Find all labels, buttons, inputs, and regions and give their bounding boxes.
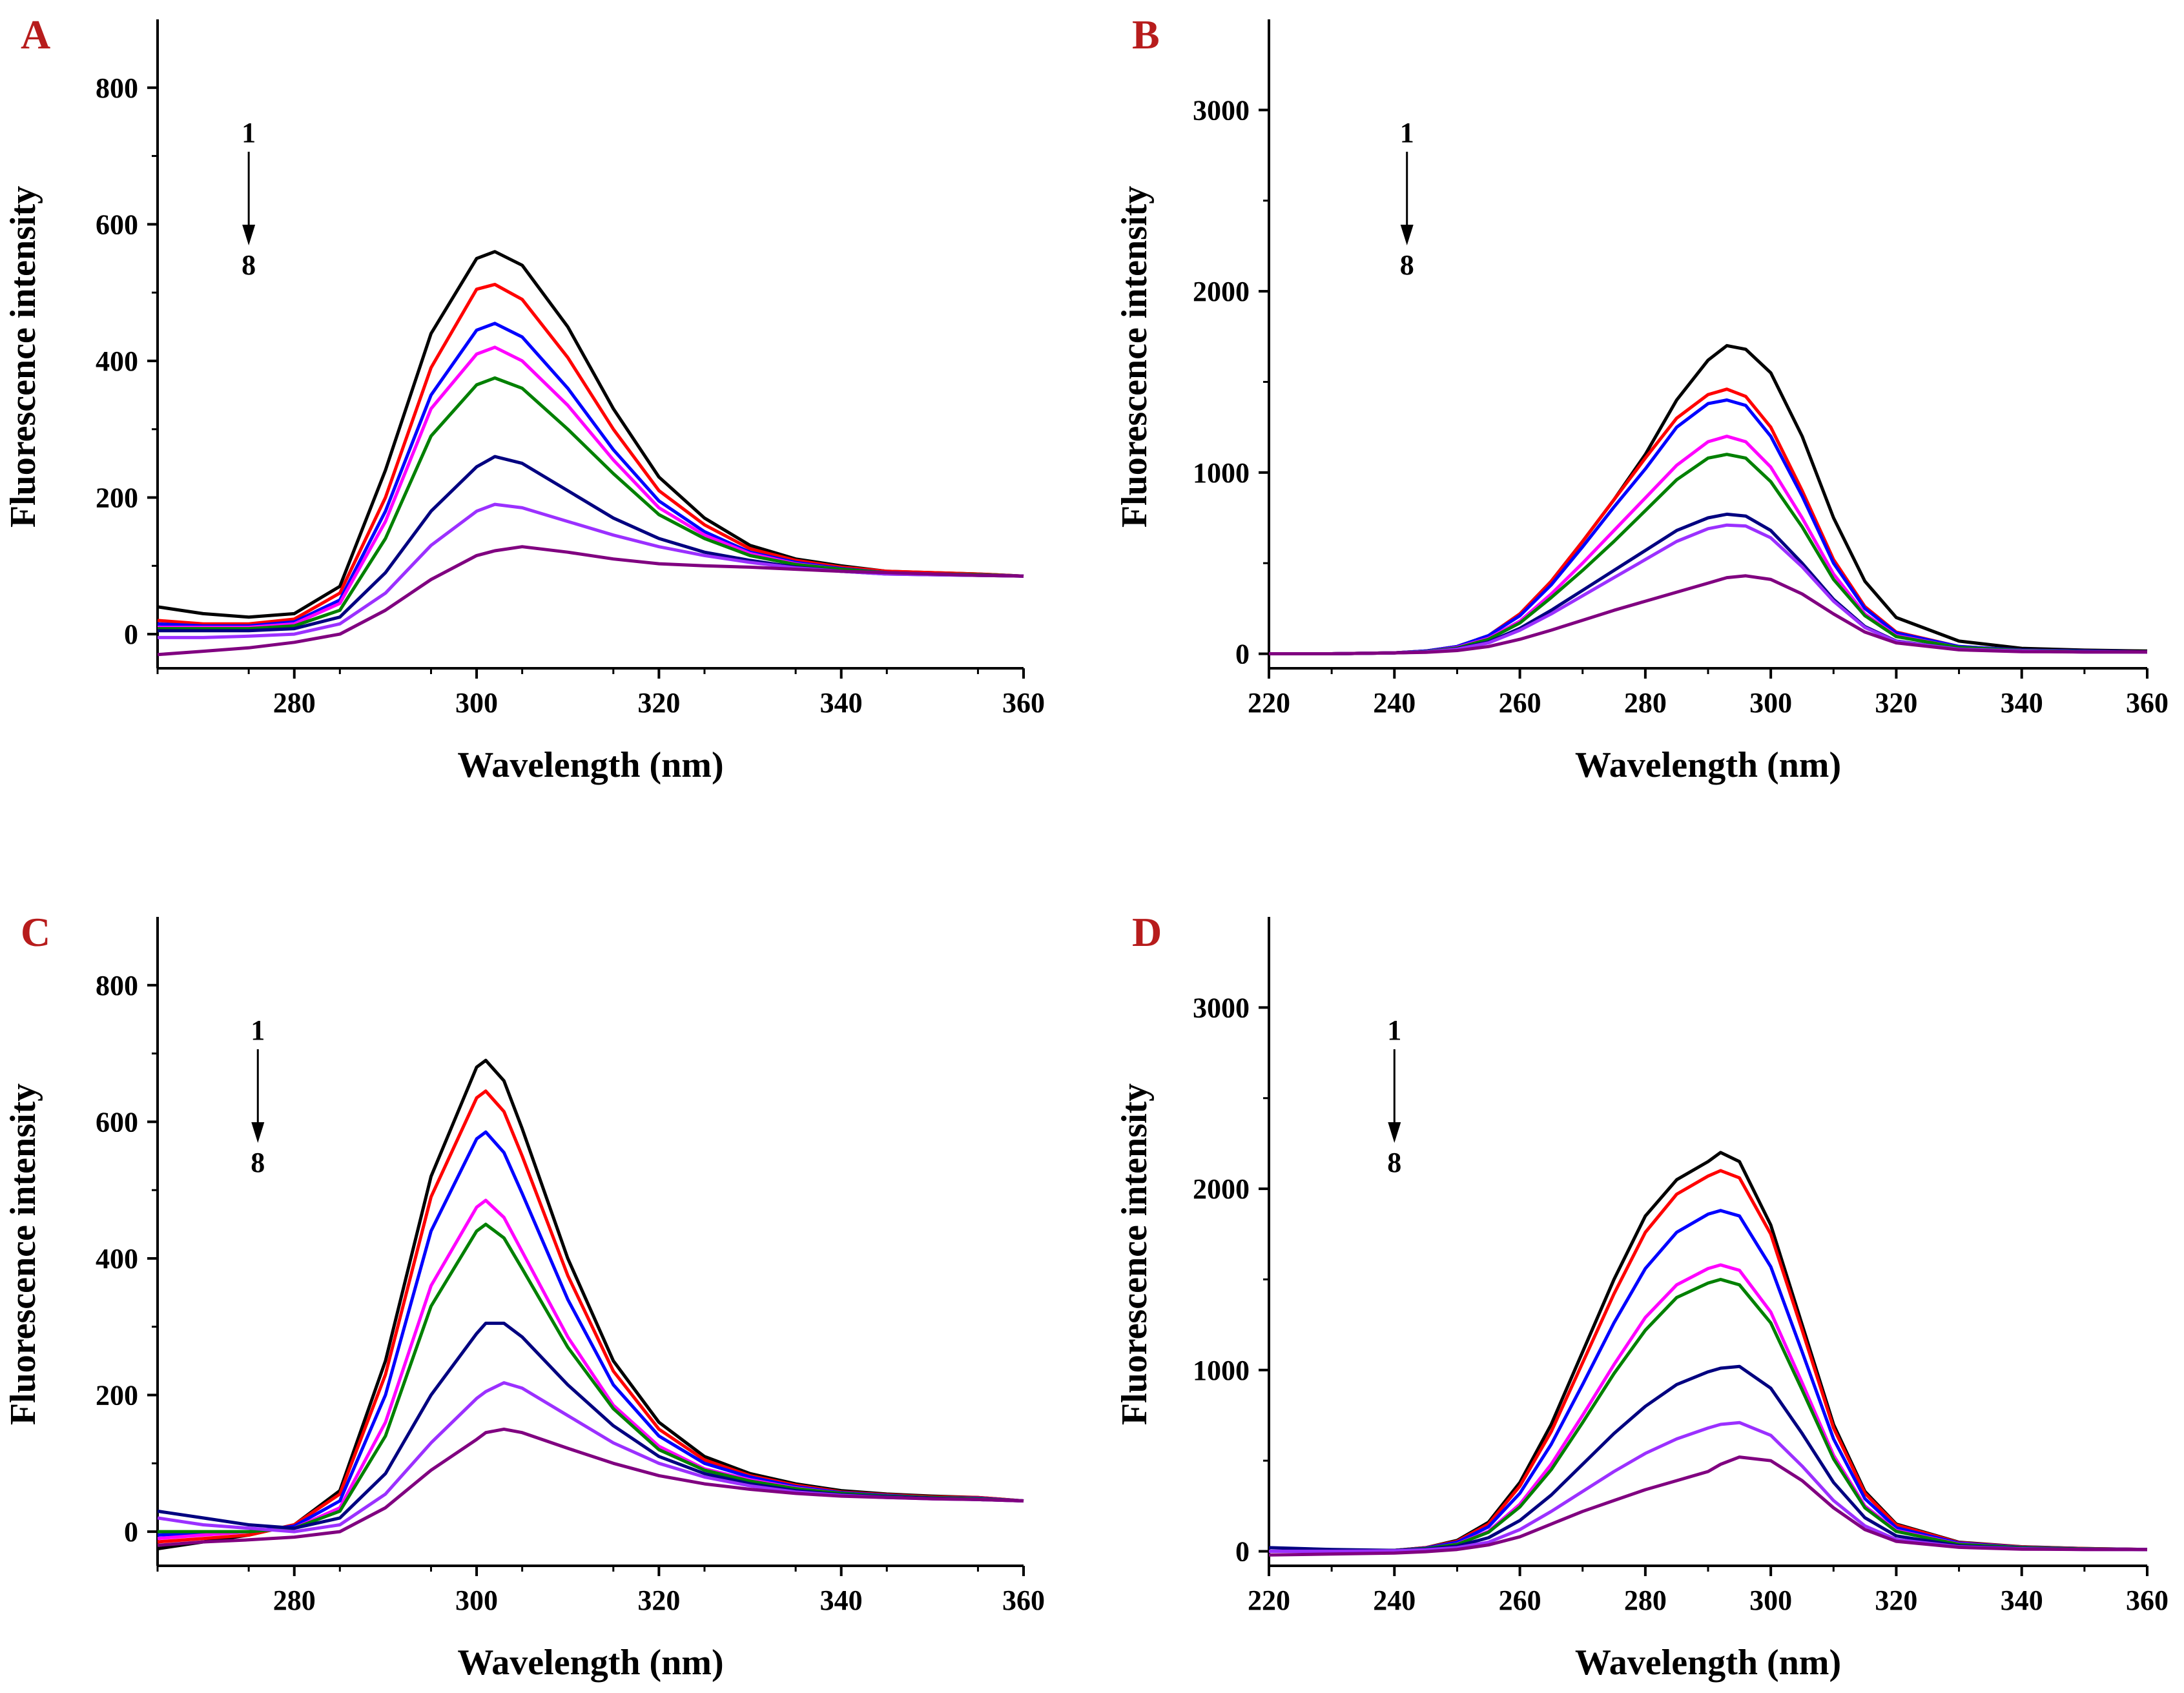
x-tick-label: 300 xyxy=(1749,687,1792,719)
series-line-8 xyxy=(157,1427,1024,1547)
x-tick-label: 280 xyxy=(273,1585,316,1616)
arrow-head xyxy=(1388,1122,1401,1143)
y-axis-label: Fluorescence intensity xyxy=(1115,186,1155,528)
series-line-8 xyxy=(1269,574,2147,655)
x-tick-label: 360 xyxy=(1002,687,1045,719)
x-tick-label: 260 xyxy=(1499,687,1541,719)
series-line-3 xyxy=(157,1130,1024,1537)
x-axis-label: Wavelength (nm) xyxy=(1575,745,1841,785)
arrow-end-label: 8 xyxy=(251,1147,265,1178)
x-tick-label: 360 xyxy=(2126,1585,2169,1616)
arrow-start-label: 1 xyxy=(1387,1014,1401,1046)
arrow-start-label: 1 xyxy=(1400,117,1414,149)
y-tick-label: 0 xyxy=(124,1516,138,1548)
arrow-end-label: 8 xyxy=(1400,249,1414,281)
x-tick-label: 340 xyxy=(2001,687,2043,719)
panel-letter: D xyxy=(1132,909,1162,955)
series-line-3 xyxy=(1269,1209,2148,1553)
x-axis-label: Wavelength (nm) xyxy=(457,1643,723,1683)
x-tick-label: 280 xyxy=(1624,1585,1667,1616)
x-tick-label: 240 xyxy=(1373,687,1416,719)
x-tick-label: 300 xyxy=(455,687,498,719)
x-tick-label: 340 xyxy=(820,687,863,719)
series-line-7 xyxy=(1269,523,2147,655)
series-line-4 xyxy=(1269,435,2148,655)
x-tick-label: 280 xyxy=(273,687,316,719)
y-tick-label: 600 xyxy=(96,1106,138,1138)
y-tick-label: 200 xyxy=(96,1380,138,1411)
arrow-start-label: 1 xyxy=(242,117,256,149)
series-line-5 xyxy=(1269,453,2148,655)
series-line-4 xyxy=(1269,1263,2148,1553)
panel-letter: B xyxy=(1132,12,1160,57)
y-tick-label: 2000 xyxy=(1193,276,1250,307)
series-line-2 xyxy=(157,1089,1024,1544)
x-tick-label: 280 xyxy=(1624,687,1667,719)
x-tick-label: 320 xyxy=(637,1585,680,1616)
y-axis-label: Fluorescence intensity xyxy=(1115,1083,1155,1425)
x-tick-label: 320 xyxy=(1875,1585,1917,1616)
y-tick-label: 400 xyxy=(96,1243,138,1275)
series-line-4 xyxy=(158,345,1024,629)
panel-letter: C xyxy=(21,909,50,955)
x-tick-label: 340 xyxy=(820,1585,863,1616)
y-tick-label: 0 xyxy=(124,619,138,650)
series-line-8 xyxy=(157,545,1024,657)
series-line-6 xyxy=(158,455,1024,633)
panel-b: B 220 240 260 280 300 320 340 360 0 1000 2000 3000 Wa… xyxy=(1115,12,2169,785)
y-axis-label: Fluorescence intensity xyxy=(3,1083,43,1425)
x-tick-label: 220 xyxy=(1248,1585,1290,1616)
x-tick-label: 340 xyxy=(2001,1585,2043,1616)
y-tick-label: 3000 xyxy=(1193,992,1250,1023)
x-tick-label: 300 xyxy=(1749,1585,1792,1616)
arrow-start-label: 1 xyxy=(251,1014,265,1046)
y-tick-label: 3000 xyxy=(1193,94,1250,126)
x-tick-label: 320 xyxy=(637,687,680,719)
y-axis-label: Fluorescence intensity xyxy=(3,186,43,528)
panel-a: A 280 300 320 340 360 0 200 400 600 800 Wavelength … xyxy=(3,12,1045,785)
series-line-8 xyxy=(1268,1455,2147,1557)
y-tick-label: 1000 xyxy=(1193,457,1250,489)
y-tick-label: 0 xyxy=(1235,1536,1250,1568)
y-tick-label: 800 xyxy=(96,72,138,104)
y-tick-label: 400 xyxy=(96,345,138,377)
series-line-1 xyxy=(1269,1151,2148,1553)
series-line-6 xyxy=(1268,1364,2148,1552)
y-tick-label: 600 xyxy=(96,209,138,240)
arrow-head xyxy=(251,1122,265,1143)
series-line-1 xyxy=(1269,344,2148,655)
panel-d: D 220 240 260 280 300 320 340 360 0 1000 2000 3000 Wa… xyxy=(1115,909,2169,1683)
x-tick-label: 320 xyxy=(1875,687,1917,719)
series-line-2 xyxy=(1269,387,2148,655)
arrow-end-label: 8 xyxy=(1387,1147,1401,1178)
x-tick-label: 300 xyxy=(455,1585,498,1616)
series-line-2 xyxy=(1269,1169,2148,1553)
x-tick-label: 240 xyxy=(1373,1585,1416,1616)
x-tick-label: 220 xyxy=(1248,687,1290,719)
series-line-3 xyxy=(1269,398,2148,655)
series-line-5 xyxy=(158,1222,1024,1534)
x-axis-label: Wavelength (nm) xyxy=(457,745,723,785)
series-line-1 xyxy=(157,1058,1024,1551)
y-tick-label: 200 xyxy=(96,482,138,514)
y-tick-label: 1000 xyxy=(1193,1355,1250,1386)
y-tick-label: 800 xyxy=(96,970,138,1001)
y-tick-label: 0 xyxy=(1235,639,1250,670)
panel-c: C 280 300 320 340 360 0 200 400 600 800 Wavelength … xyxy=(3,909,1045,1683)
series-line-7 xyxy=(1269,1421,2147,1553)
arrow-head xyxy=(1400,225,1414,245)
y-tick-label: 2000 xyxy=(1193,1173,1250,1205)
arrow-head xyxy=(242,225,256,245)
series-line-5 xyxy=(1269,1278,2148,1553)
arrow-end-label: 8 xyxy=(242,249,256,281)
panel-letter: A xyxy=(21,12,50,57)
x-axis-label: Wavelength (nm) xyxy=(1575,1643,1841,1683)
x-tick-label: 360 xyxy=(1002,1585,1045,1616)
series-line-4 xyxy=(157,1198,1024,1541)
x-tick-label: 360 xyxy=(2126,687,2169,719)
x-tick-label: 260 xyxy=(1499,1585,1541,1616)
